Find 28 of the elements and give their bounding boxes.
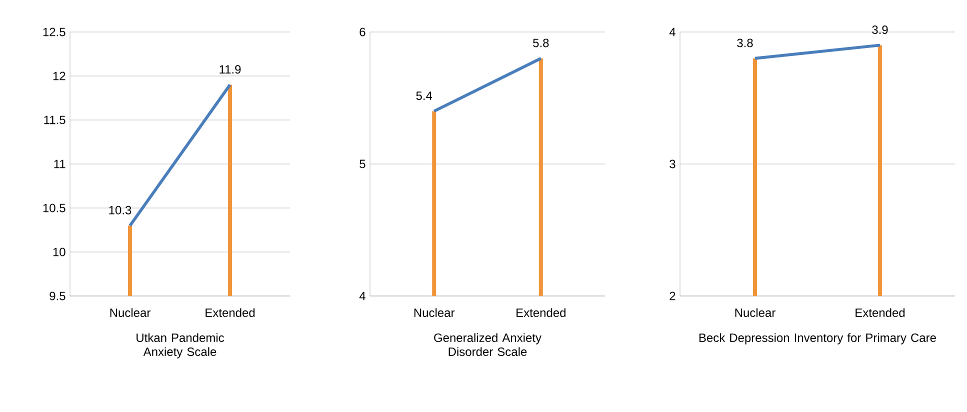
y-tick-label: 3 [670, 160, 676, 168]
y-tick-label: 5 [360, 160, 366, 168]
y-tick-label: 4 [359, 292, 366, 300]
x-axis-title: Utkan Pandemic Anxiety Scale [136, 333, 224, 358]
y-tick-label: 6 [360, 28, 366, 36]
data-label: 3.9 [872, 26, 888, 34]
data-label: 11.9 [220, 65, 241, 74]
x-axis-title: Beck Depression Inventory for Primary Care [699, 333, 936, 344]
y-tick-label: 12 [53, 72, 66, 80]
y-tick-label: 12.5 [43, 28, 66, 36]
x-axis-title: Generalized Anxiety Disorder Scale [434, 333, 542, 356]
data-label: 10.3 [109, 206, 132, 214]
y-tick-label: 11.5 [44, 116, 66, 124]
y-tick-label: 10 [53, 248, 66, 256]
x-tick-label: Extended [856, 308, 905, 317]
data-label: 5.4 [416, 92, 432, 100]
data-label: 5.8 [533, 38, 549, 48]
x-tick-label: Nuclear [414, 308, 455, 317]
y-tick-label: 2 [670, 292, 676, 300]
y-tick-label: 9.5 [50, 292, 66, 300]
x-tick-label: Extended [206, 308, 255, 317]
data-label: 3.8 [737, 38, 753, 48]
y-tick-label: 4 [669, 28, 676, 36]
x-tick-label: Nuclear [735, 308, 776, 317]
y-tick-label: 10.5 [43, 204, 66, 212]
y-tick-label: 11 [54, 160, 66, 168]
x-tick-label: Nuclear [110, 308, 150, 317]
x-tick-label: Extended [516, 308, 566, 317]
